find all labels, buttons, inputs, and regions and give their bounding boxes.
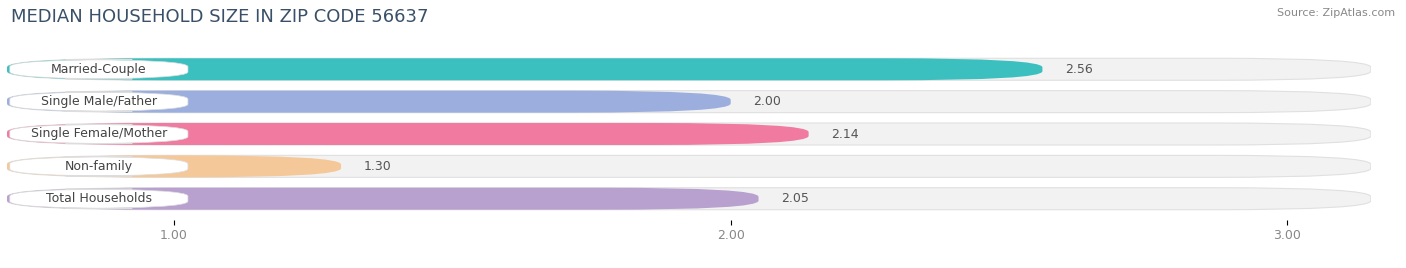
FancyBboxPatch shape	[7, 91, 731, 113]
Text: Single Male/Father: Single Male/Father	[41, 95, 157, 108]
FancyBboxPatch shape	[7, 123, 1371, 145]
Text: MEDIAN HOUSEHOLD SIZE IN ZIP CODE 56637: MEDIAN HOUSEHOLD SIZE IN ZIP CODE 56637	[11, 8, 429, 26]
FancyBboxPatch shape	[10, 157, 188, 176]
FancyBboxPatch shape	[7, 188, 758, 210]
Text: 2.56: 2.56	[1064, 63, 1092, 76]
FancyBboxPatch shape	[7, 155, 342, 177]
Text: Married-Couple: Married-Couple	[51, 63, 146, 76]
FancyBboxPatch shape	[7, 58, 1042, 80]
FancyBboxPatch shape	[7, 91, 1371, 113]
Text: Single Female/Mother: Single Female/Mother	[31, 128, 167, 140]
Text: 1.30: 1.30	[363, 160, 391, 173]
FancyBboxPatch shape	[10, 124, 188, 144]
Text: 2.14: 2.14	[831, 128, 859, 140]
Text: Source: ZipAtlas.com: Source: ZipAtlas.com	[1277, 8, 1395, 18]
Text: Non-family: Non-family	[65, 160, 134, 173]
FancyBboxPatch shape	[7, 58, 1371, 80]
FancyBboxPatch shape	[7, 123, 808, 145]
Text: 2.05: 2.05	[780, 192, 808, 205]
FancyBboxPatch shape	[7, 188, 1371, 210]
Text: 2.00: 2.00	[754, 95, 780, 108]
FancyBboxPatch shape	[10, 189, 188, 209]
Text: Total Households: Total Households	[46, 192, 152, 205]
FancyBboxPatch shape	[10, 92, 188, 111]
FancyBboxPatch shape	[10, 59, 188, 79]
FancyBboxPatch shape	[7, 155, 1371, 177]
